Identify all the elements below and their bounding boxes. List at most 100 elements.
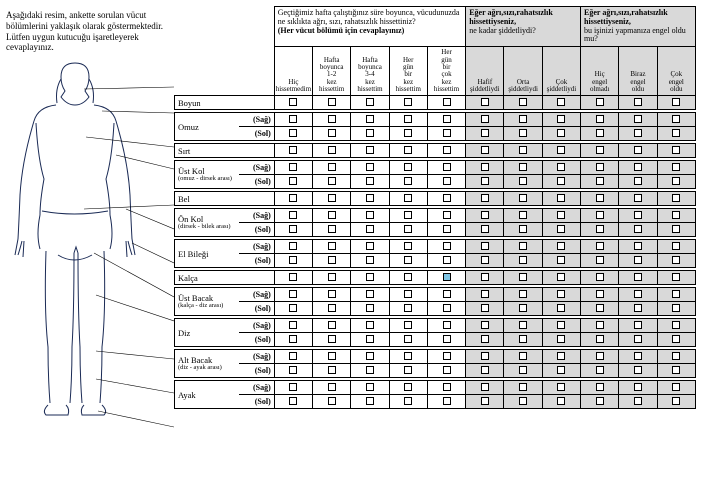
checkbox[interactable] [596, 163, 604, 171]
checkbox-cell[interactable] [504, 288, 542, 302]
checkbox[interactable] [557, 163, 565, 171]
checkbox[interactable] [443, 273, 451, 281]
checkbox[interactable] [289, 129, 297, 137]
checkbox[interactable] [557, 225, 565, 233]
checkbox[interactable] [634, 98, 642, 106]
checkbox[interactable] [366, 321, 374, 329]
checkbox[interactable] [634, 194, 642, 202]
checkbox-cell[interactable] [427, 223, 465, 237]
checkbox[interactable] [481, 115, 489, 123]
checkbox[interactable] [596, 98, 604, 106]
checkbox-cell[interactable] [581, 288, 619, 302]
checkbox-cell[interactable] [619, 271, 657, 285]
checkbox-cell[interactable] [504, 240, 542, 254]
checkbox[interactable] [519, 225, 527, 233]
checkbox[interactable] [328, 256, 336, 264]
checkbox[interactable] [404, 211, 412, 219]
checkbox-cell[interactable] [389, 161, 427, 175]
checkbox-cell[interactable] [274, 127, 312, 141]
checkbox-cell[interactable] [466, 127, 504, 141]
checkbox-cell[interactable] [274, 333, 312, 347]
checkbox[interactable] [404, 194, 412, 202]
checkbox-cell[interactable] [313, 395, 351, 409]
checkbox[interactable] [596, 115, 604, 123]
checkbox[interactable] [557, 383, 565, 391]
checkbox-cell[interactable] [389, 96, 427, 110]
checkbox-cell[interactable] [657, 381, 695, 395]
checkbox-cell[interactable] [351, 302, 389, 316]
checkbox[interactable] [443, 321, 451, 329]
checkbox-cell[interactable] [274, 364, 312, 378]
checkbox-cell[interactable] [542, 364, 580, 378]
checkbox[interactable] [328, 321, 336, 329]
checkbox[interactable] [519, 321, 527, 329]
checkbox-cell[interactable] [657, 350, 695, 364]
checkbox[interactable] [404, 242, 412, 250]
checkbox-cell[interactable] [389, 192, 427, 206]
checkbox-cell[interactable] [427, 395, 465, 409]
checkbox-cell[interactable] [466, 161, 504, 175]
checkbox[interactable] [404, 273, 412, 281]
checkbox[interactable] [404, 352, 412, 360]
checkbox[interactable] [557, 177, 565, 185]
checkbox[interactable] [443, 242, 451, 250]
checkbox-cell[interactable] [351, 192, 389, 206]
checkbox-cell[interactable] [351, 319, 389, 333]
checkbox[interactable] [672, 177, 680, 185]
checkbox[interactable] [289, 256, 297, 264]
checkbox[interactable] [634, 129, 642, 137]
checkbox[interactable] [366, 304, 374, 312]
checkbox[interactable] [519, 256, 527, 264]
checkbox-cell[interactable] [389, 223, 427, 237]
checkbox-cell[interactable] [466, 113, 504, 127]
checkbox[interactable] [443, 366, 451, 374]
checkbox[interactable] [672, 256, 680, 264]
checkbox-cell[interactable] [351, 96, 389, 110]
checkbox[interactable] [596, 304, 604, 312]
checkbox[interactable] [366, 129, 374, 137]
checkbox[interactable] [557, 194, 565, 202]
checkbox-cell[interactable] [581, 381, 619, 395]
checkbox[interactable] [289, 366, 297, 374]
checkbox[interactable] [289, 397, 297, 405]
checkbox[interactable] [672, 211, 680, 219]
checkbox[interactable] [366, 146, 374, 154]
checkbox[interactable] [443, 163, 451, 171]
checkbox[interactable] [289, 242, 297, 250]
checkbox-cell[interactable] [427, 333, 465, 347]
checkbox[interactable] [481, 129, 489, 137]
checkbox-cell[interactable] [274, 302, 312, 316]
checkbox[interactable] [557, 115, 565, 123]
checkbox[interactable] [443, 98, 451, 106]
checkbox[interactable] [443, 177, 451, 185]
checkbox-cell[interactable] [351, 144, 389, 158]
checkbox[interactable] [443, 146, 451, 154]
checkbox-cell[interactable] [657, 192, 695, 206]
checkbox-cell[interactable] [581, 209, 619, 223]
checkbox-cell[interactable] [619, 192, 657, 206]
checkbox-cell[interactable] [619, 127, 657, 141]
checkbox-cell[interactable] [504, 144, 542, 158]
checkbox[interactable] [328, 194, 336, 202]
checkbox-cell[interactable] [619, 381, 657, 395]
checkbox[interactable] [481, 256, 489, 264]
checkbox-cell[interactable] [504, 381, 542, 395]
checkbox[interactable] [519, 366, 527, 374]
checkbox-cell[interactable] [351, 209, 389, 223]
checkbox[interactable] [634, 242, 642, 250]
checkbox[interactable] [366, 335, 374, 343]
checkbox[interactable] [481, 304, 489, 312]
checkbox-cell[interactable] [657, 96, 695, 110]
checkbox[interactable] [596, 256, 604, 264]
checkbox-cell[interactable] [313, 271, 351, 285]
checkbox[interactable] [443, 352, 451, 360]
checkbox[interactable] [672, 290, 680, 298]
checkbox[interactable] [404, 146, 412, 154]
checkbox[interactable] [289, 321, 297, 329]
checkbox[interactable] [596, 194, 604, 202]
checkbox[interactable] [634, 321, 642, 329]
checkbox-cell[interactable] [542, 319, 580, 333]
checkbox-cell[interactable] [389, 271, 427, 285]
checkbox[interactable] [481, 194, 489, 202]
checkbox-cell[interactable] [619, 364, 657, 378]
